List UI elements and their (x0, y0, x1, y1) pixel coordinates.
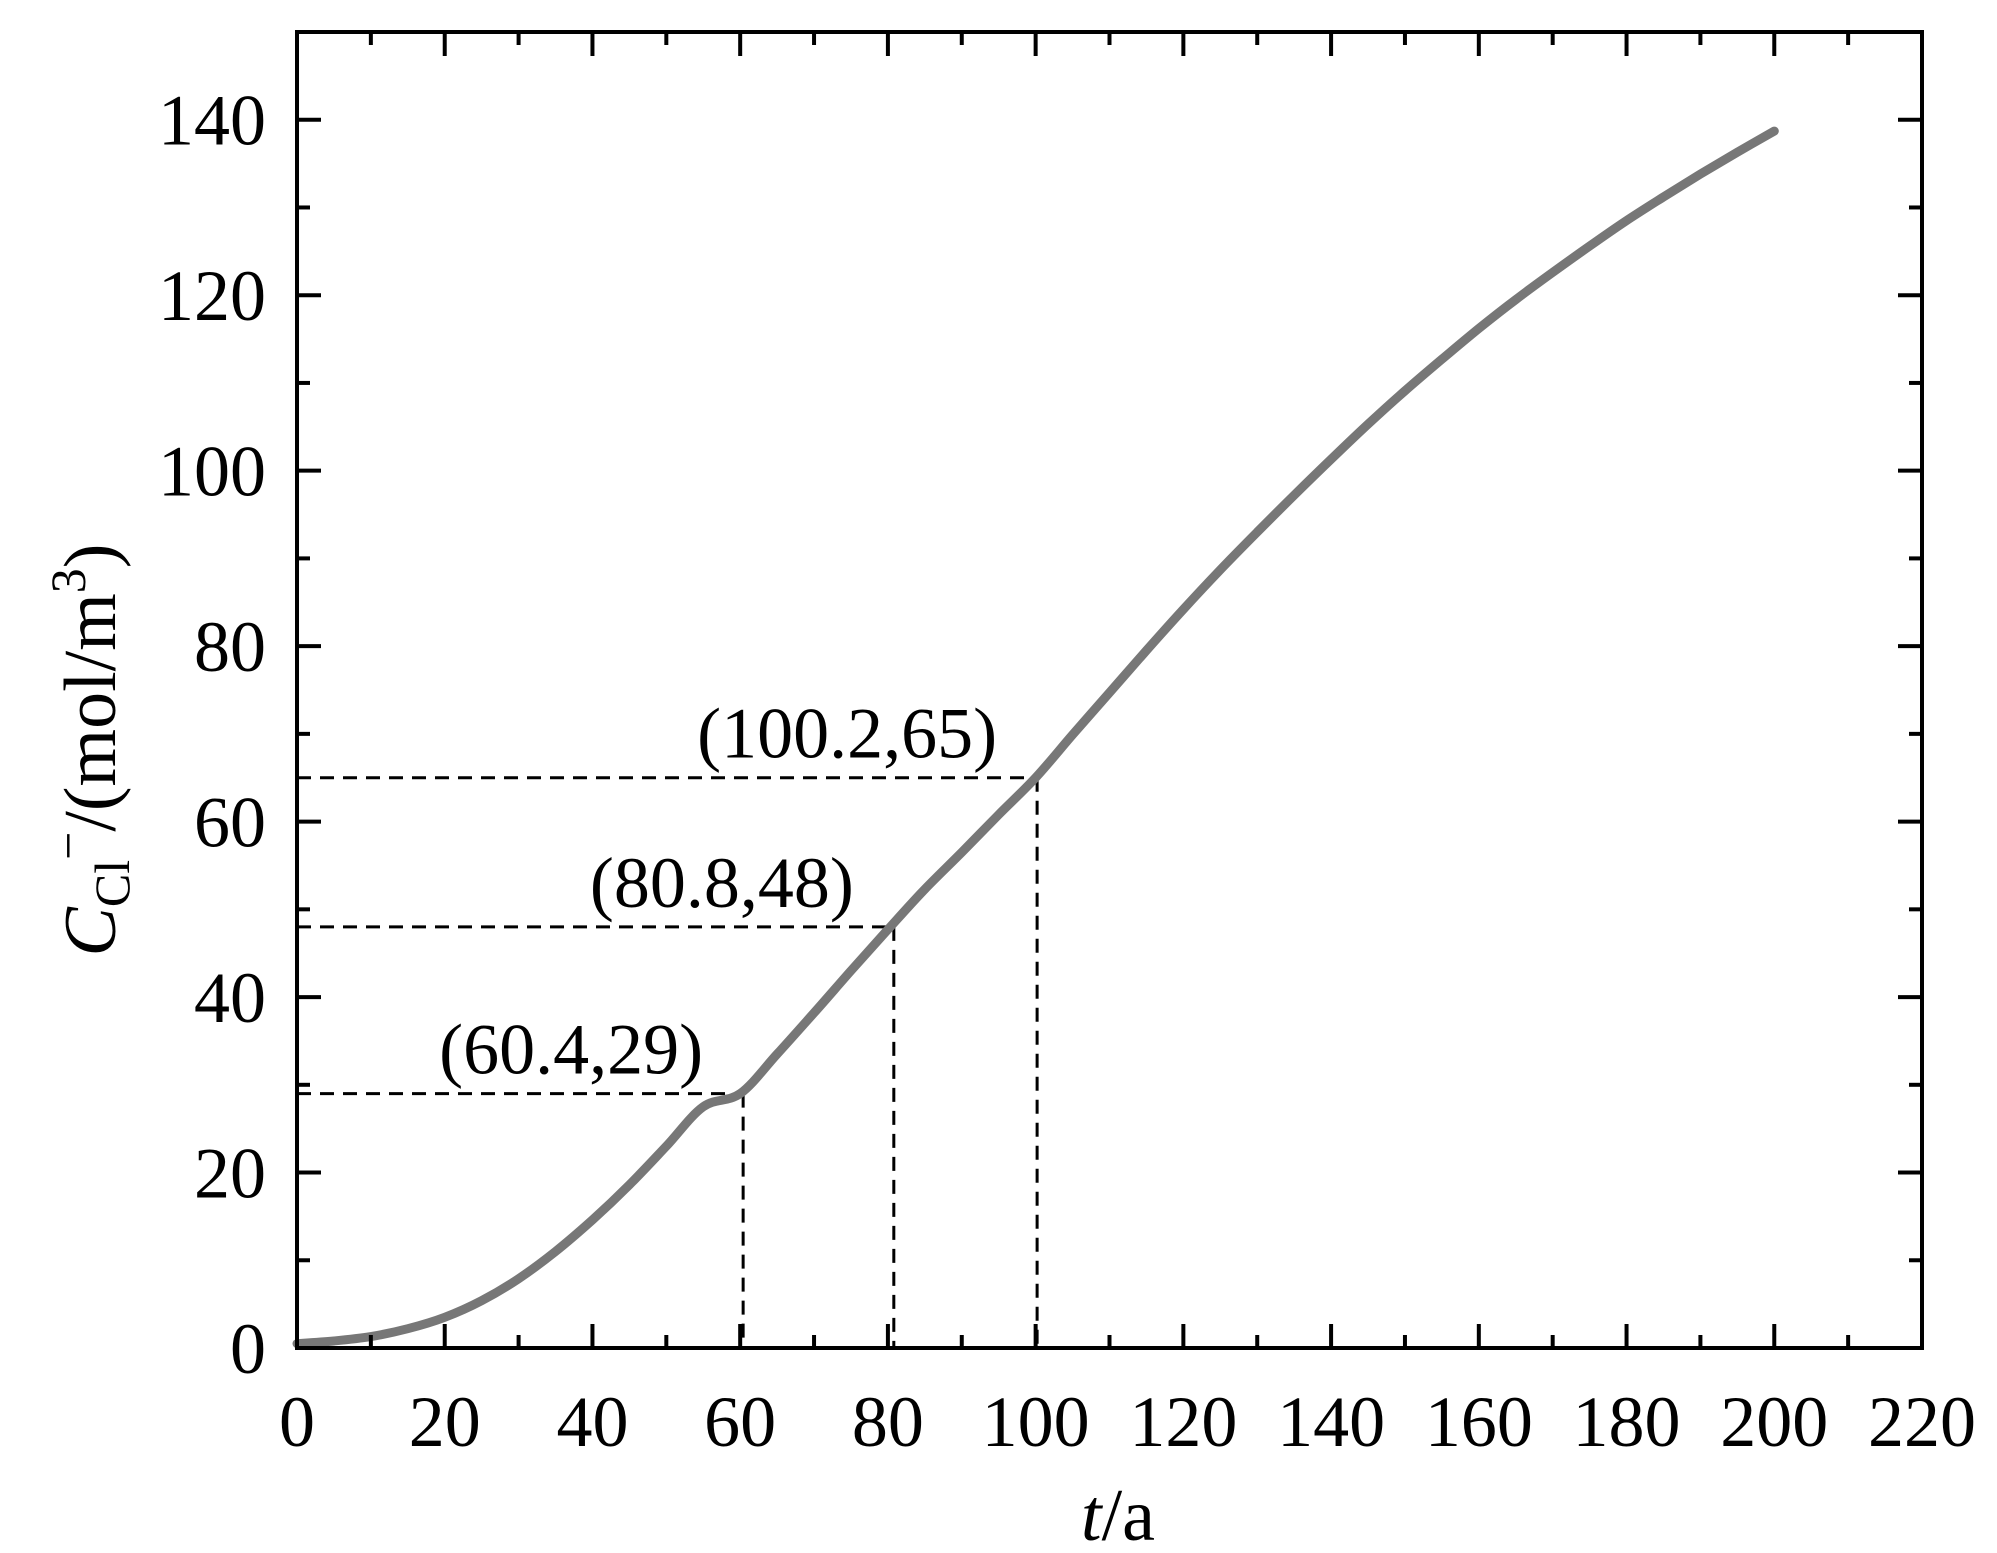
y-tick-label: 140 (158, 81, 266, 161)
guide-lines (297, 776, 1039, 1348)
y-axis-unit-sup: 3 (40, 568, 96, 593)
x-tick-label: 100 (982, 1382, 1090, 1462)
x-tick-label: 0 (279, 1382, 315, 1462)
x-tick-label: 220 (1868, 1382, 1976, 1462)
x-tick-label: 160 (1425, 1382, 1533, 1462)
y-axis-var: C (50, 905, 132, 956)
y-axis-unit-suffix: ) (50, 544, 132, 569)
x-tick-label: 40 (556, 1382, 628, 1462)
x-tick-label: 20 (409, 1382, 481, 1462)
y-tick-label: 20 (194, 1134, 266, 1214)
y-axis-sup: − (40, 832, 96, 860)
y-tick-label: 120 (158, 256, 266, 336)
y-axis-sub: Cl (84, 860, 140, 907)
y-tick-label: 40 (194, 958, 266, 1038)
x-axis-unit: /a (1102, 1475, 1155, 1553)
x-tick-label: 120 (1129, 1382, 1237, 1462)
annotation-labels: (60.4,29) (80.8,48) (100.2,65) (439, 694, 997, 1090)
annotation-label: (80.8,48) (590, 843, 854, 923)
y-tick-label: 100 (158, 432, 266, 512)
x-tick-label: 200 (1720, 1382, 1828, 1462)
y-tick-label: 0 (230, 1309, 266, 1389)
x-axis-var: t (1081, 1475, 1104, 1553)
y-tick-label: 80 (194, 607, 266, 687)
y-axis-unit-prefix: /(mol/m (50, 593, 132, 831)
x-tick-label: 180 (1573, 1382, 1681, 1462)
tick-labels: 0 20 40 60 80 100 120 140 160 180 200 220 0 20 40 60 80 1… (158, 81, 1976, 1462)
annotation-label: (100.2,65) (697, 694, 997, 774)
x-tick-label: 80 (852, 1382, 924, 1462)
x-tick-label: 140 (1277, 1382, 1385, 1462)
x-tick-label: 60 (704, 1382, 776, 1462)
x-axis-title: t/a (1081, 1475, 1155, 1553)
axis-ticks (295, 30, 1924, 1350)
y-tick-label: 60 (194, 783, 266, 863)
data-line (292, 126, 1779, 1349)
y-axis-title: CCl−/(mol/m3) (40, 544, 140, 957)
annotation-label: (60.4,29) (439, 1010, 703, 1090)
